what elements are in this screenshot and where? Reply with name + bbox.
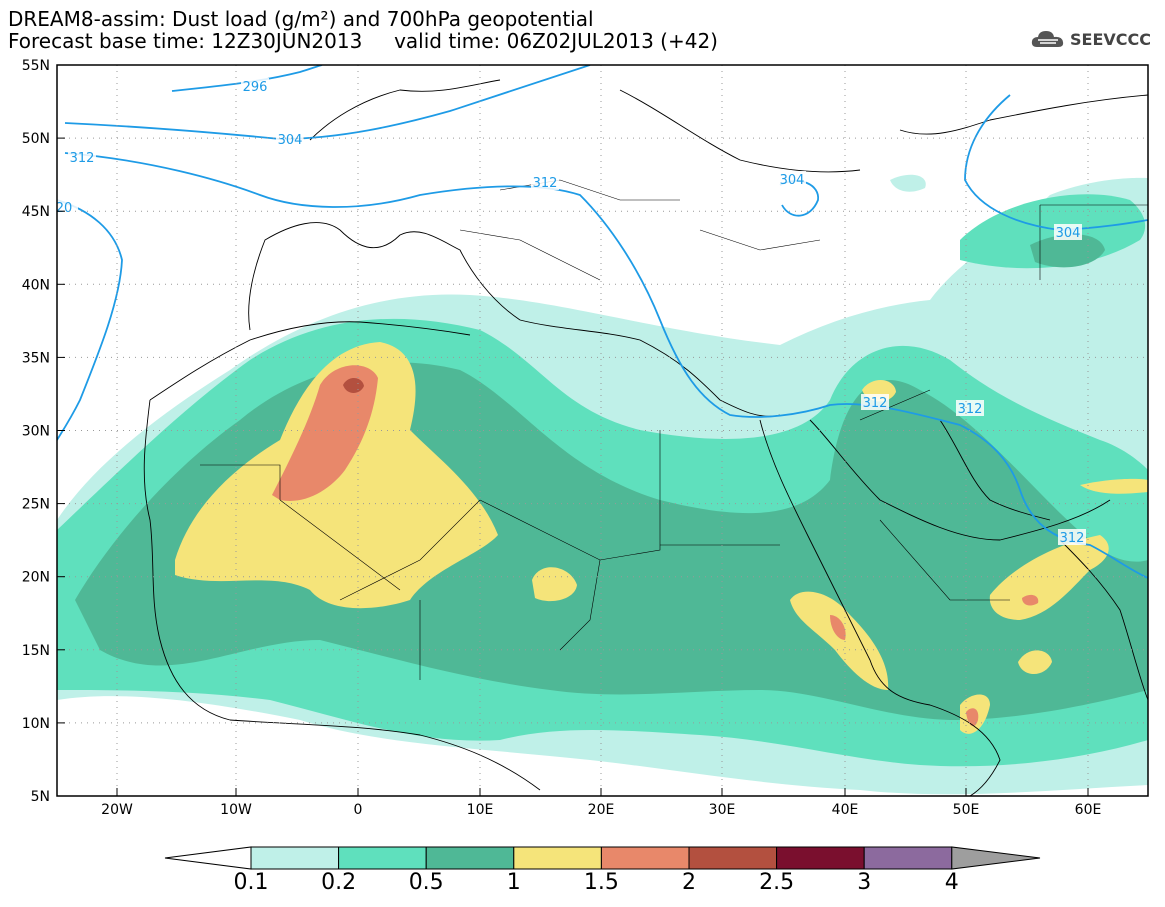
contour-label-bg — [68, 149, 96, 165]
contour-label-bg — [956, 400, 984, 416]
legend-level-label: 2.5 — [759, 870, 795, 895]
contour-296 — [171, 65, 323, 92]
legend-swatch — [776, 846, 865, 870]
dust-shade-1d — [989, 535, 1109, 620]
lat-label: 45N — [22, 204, 50, 220]
lat-label: 40N — [22, 277, 50, 293]
dust-shade-1c — [790, 591, 889, 690]
legend-level-label: 4 — [944, 870, 959, 895]
seevccc-logo: SEEVCCC — [1030, 28, 1151, 50]
legend-label-row: 0.1 0.2 0.5 1 1.5 2 2.5 3 4 — [0, 870, 1165, 900]
legend-swatch — [338, 846, 427, 870]
contour-312 — [64, 152, 1148, 579]
contour-label: 312 — [863, 396, 888, 411]
lon-label: 20E — [588, 802, 615, 818]
logo-text: SEEVCCC — [1070, 29, 1151, 49]
contour-304-east — [964, 94, 1148, 231]
contour-label: 312 — [958, 402, 983, 417]
contour-320 — [57, 199, 123, 441]
legend-swatch — [425, 846, 515, 870]
dust-shade-1-5d — [966, 708, 979, 727]
dust-shade-1b — [532, 567, 577, 602]
lat-label: 30N — [22, 424, 50, 440]
color-legend — [164, 846, 1041, 870]
lon-label: 10W — [220, 802, 252, 818]
legend-level-label: 0.1 — [233, 870, 269, 895]
lat-label: 10N — [22, 716, 50, 732]
contour-label-bg — [861, 394, 889, 410]
contour-label: 312 — [533, 176, 558, 191]
contour-label: 20 — [56, 201, 73, 216]
map-subtitle: Forecast base time: 12Z30JUN2013 valid t… — [8, 30, 718, 52]
legend-level-label: 0.5 — [408, 870, 444, 895]
legend-level-label: 3 — [857, 870, 872, 895]
valid-time-label: valid time: 06Z02JUL2013 (+42) — [394, 29, 718, 53]
legend-swatch — [600, 846, 690, 870]
legend-high-arrow — [951, 846, 1041, 870]
lat-label: 35N — [22, 350, 50, 366]
dust-field — [57, 65, 1148, 796]
lat-label: 15N — [22, 643, 50, 659]
map-title: DREAM8-assim: Dust load (g/m²) and 700hP… — [8, 7, 594, 31]
axis-labels: 20W 10W 0 10E 20E 30E 40E 50E 60E 55N 50N 45N 40N 35N… — [22, 58, 1102, 818]
legend-level-label: 0.2 — [321, 870, 357, 895]
legend-swatch — [688, 846, 778, 870]
dust-shade-0-5b — [1030, 234, 1105, 268]
legend-swatch — [250, 846, 340, 870]
dust-shade-1-5 — [272, 365, 378, 501]
legend-swatch — [863, 846, 953, 870]
coastlines — [143, 79, 1148, 796]
contour-label: 312 — [1060, 531, 1085, 546]
contour-label-bg — [1054, 224, 1082, 240]
lon-label: 30E — [709, 802, 736, 818]
contour-304-west — [64, 65, 591, 140]
contour-label: 304 — [1056, 226, 1081, 241]
contour-label-bg — [1058, 529, 1086, 545]
contour-labels: 296 304 312 20 312 304 304 312 312 312 — [50, 78, 1086, 546]
cloud-icon — [1031, 31, 1064, 47]
lat-label: 55N — [22, 58, 50, 74]
lon-label: 0 — [354, 802, 363, 818]
country-borders — [200, 179, 1148, 680]
legend-level-label: 2 — [682, 870, 696, 895]
lon-label: 20W — [101, 802, 133, 818]
contour-label-bg — [778, 171, 806, 187]
contour-label: 312 — [70, 151, 95, 166]
lon-label: 10E — [467, 802, 494, 818]
dust-shade-1h — [1080, 478, 1148, 494]
legend-low-arrow — [164, 846, 252, 870]
legend-swatch — [513, 846, 602, 870]
geopotential-contours — [57, 65, 1148, 579]
dust-shade-0-1b — [890, 174, 926, 192]
contour-label: 304 — [780, 173, 805, 188]
legend-level-label: 1.5 — [583, 870, 619, 895]
contour-label: 304 — [278, 133, 303, 148]
lon-label: 60E — [1075, 802, 1102, 818]
base-time-label: Forecast base time: 12Z30JUN2013 — [8, 29, 363, 53]
contour-label-bg — [531, 174, 559, 190]
dust-shade-2 — [343, 377, 364, 393]
lat-label: 25N — [22, 497, 50, 513]
lat-label: 5N — [31, 789, 50, 805]
lat-label: 20N — [22, 570, 50, 586]
contour-label: 296 — [243, 80, 268, 95]
dust-shade-1f — [1018, 650, 1052, 674]
dust-shade-1-5b — [830, 615, 846, 640]
lon-label: 50E — [953, 802, 980, 818]
contour-label-bg — [241, 78, 269, 94]
legend-level-label: 1 — [506, 870, 521, 895]
lat-label: 50N — [22, 131, 50, 147]
dust-shade-1-5c — [1022, 594, 1039, 606]
lon-label: 40E — [832, 802, 859, 818]
contour-label-bg — [276, 131, 304, 147]
